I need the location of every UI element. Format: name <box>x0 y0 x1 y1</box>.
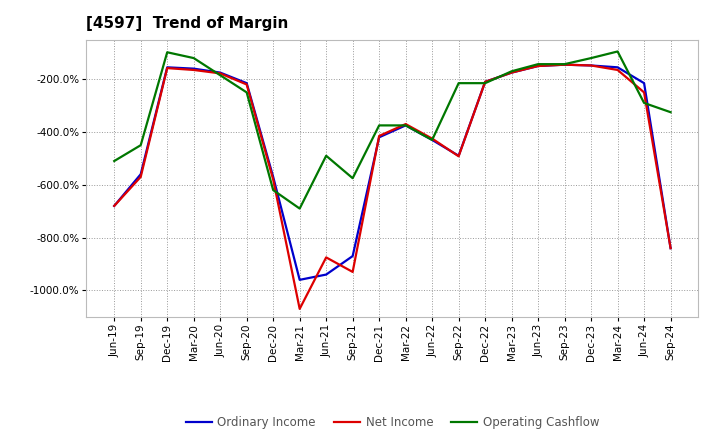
Net Income <box>110 203 119 209</box>
Ordinary Income <box>243 81 251 86</box>
Ordinary Income <box>110 203 119 209</box>
Operating Cashflow <box>640 100 649 106</box>
Net Income <box>243 82 251 87</box>
Net Income <box>401 121 410 127</box>
Ordinary Income <box>322 272 330 277</box>
Line: Ordinary Income: Ordinary Income <box>114 65 670 280</box>
Operating Cashflow <box>428 137 436 143</box>
Operating Cashflow <box>613 49 622 54</box>
Operating Cashflow <box>508 69 516 74</box>
Net Income <box>163 66 171 71</box>
Operating Cashflow <box>481 81 490 86</box>
Ordinary Income <box>560 62 569 67</box>
Text: [4597]  Trend of Margin: [4597] Trend of Margin <box>86 16 289 32</box>
Net Income <box>560 62 569 67</box>
Operating Cashflow <box>243 90 251 95</box>
Operating Cashflow <box>348 176 357 181</box>
Ordinary Income <box>481 79 490 84</box>
Net Income <box>587 63 595 68</box>
Ordinary Income <box>534 63 542 69</box>
Legend: Ordinary Income, Net Income, Operating Cashflow: Ordinary Income, Net Income, Operating C… <box>181 411 604 434</box>
Operating Cashflow <box>454 81 463 86</box>
Net Income <box>295 306 304 312</box>
Operating Cashflow <box>534 62 542 67</box>
Ordinary Income <box>640 81 649 86</box>
Operating Cashflow <box>136 143 145 148</box>
Ordinary Income <box>508 70 516 75</box>
Net Income <box>481 79 490 84</box>
Operating Cashflow <box>560 62 569 67</box>
Net Income <box>322 255 330 260</box>
Operating Cashflow <box>295 206 304 211</box>
Ordinary Income <box>613 65 622 70</box>
Ordinary Income <box>348 253 357 259</box>
Ordinary Income <box>454 153 463 158</box>
Ordinary Income <box>189 66 198 71</box>
Line: Net Income: Net Income <box>114 65 670 309</box>
Ordinary Income <box>216 70 225 75</box>
Operating Cashflow <box>110 158 119 164</box>
Net Income <box>216 71 225 76</box>
Ordinary Income <box>269 174 277 180</box>
Net Income <box>640 90 649 95</box>
Operating Cashflow <box>666 110 675 115</box>
Line: Operating Cashflow: Operating Cashflow <box>114 51 670 209</box>
Net Income <box>136 174 145 180</box>
Net Income <box>428 136 436 141</box>
Ordinary Income <box>587 63 595 68</box>
Net Income <box>613 67 622 73</box>
Operating Cashflow <box>401 123 410 128</box>
Ordinary Income <box>666 246 675 251</box>
Ordinary Income <box>375 135 384 140</box>
Net Income <box>189 67 198 73</box>
Ordinary Income <box>163 65 171 70</box>
Ordinary Income <box>401 123 410 128</box>
Net Income <box>348 269 357 275</box>
Operating Cashflow <box>375 123 384 128</box>
Operating Cashflow <box>269 187 277 193</box>
Net Income <box>375 133 384 139</box>
Operating Cashflow <box>587 55 595 61</box>
Net Income <box>534 63 542 69</box>
Operating Cashflow <box>189 55 198 61</box>
Net Income <box>508 70 516 75</box>
Net Income <box>666 246 675 251</box>
Ordinary Income <box>428 137 436 143</box>
Operating Cashflow <box>216 73 225 78</box>
Net Income <box>454 154 463 159</box>
Operating Cashflow <box>322 153 330 158</box>
Ordinary Income <box>136 172 145 177</box>
Operating Cashflow <box>163 50 171 55</box>
Net Income <box>269 177 277 182</box>
Ordinary Income <box>295 277 304 282</box>
